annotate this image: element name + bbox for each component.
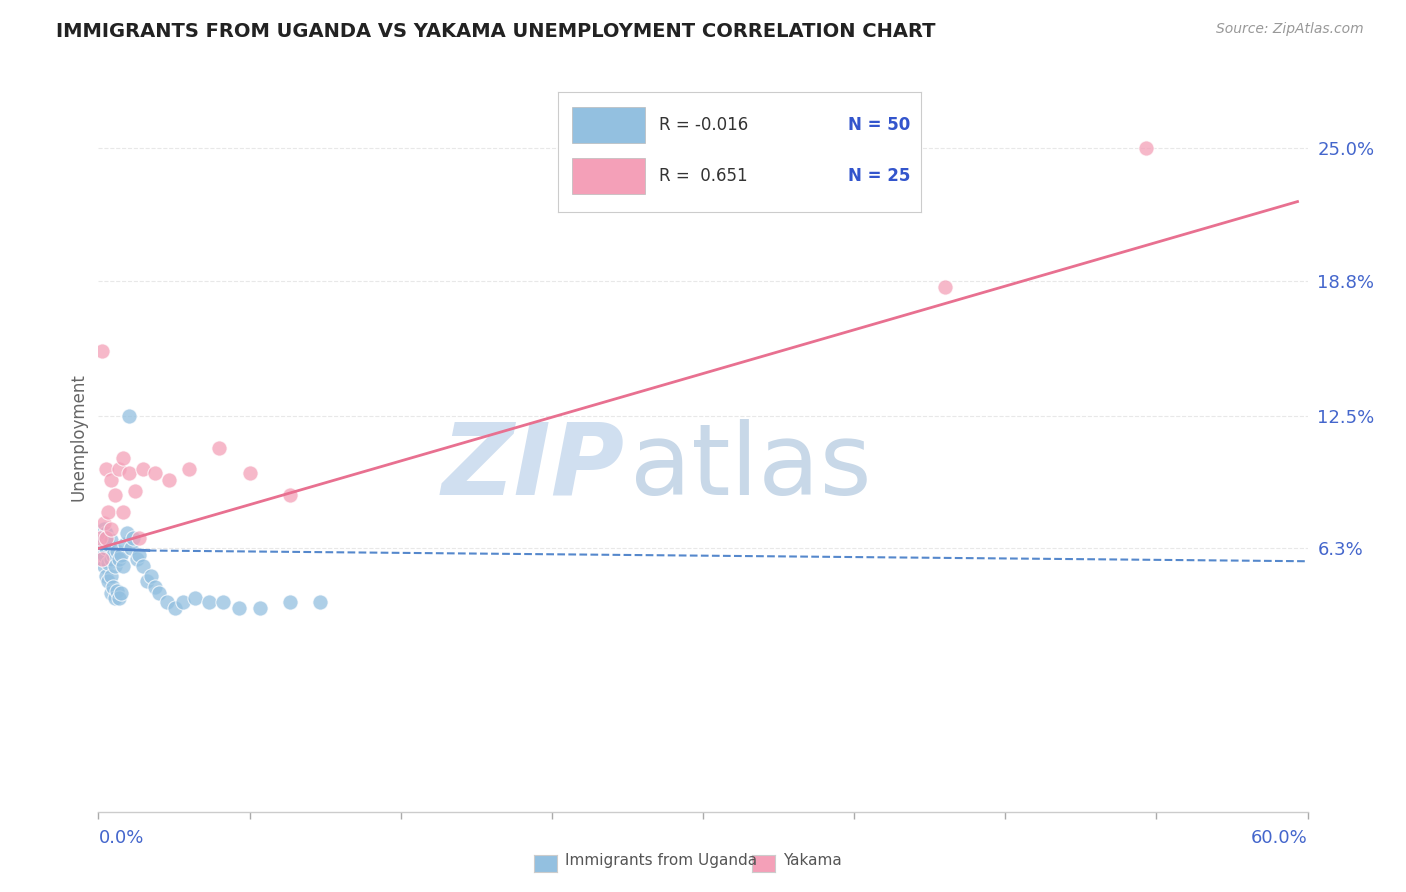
Point [89, 543, 111, 558]
Point [163, 601, 186, 615]
Point [97, 505, 120, 519]
Point [105, 584, 128, 599]
Point [103, 488, 125, 502]
Point [107, 552, 129, 566]
Point [111, 558, 134, 573]
Point [148, 586, 170, 600]
Point [96, 462, 118, 476]
Point [91, 552, 114, 566]
Text: Immigrants from Uganda: Immigrants from Uganda [565, 854, 758, 868]
Point [132, 558, 155, 573]
Point [97, 557, 120, 571]
Text: IMMIGRANTS FROM UGANDA VS YAKAMA UNEMPLOYMENT CORRELATION CHART: IMMIGRANTS FROM UGANDA VS YAKAMA UNEMPLO… [56, 22, 936, 41]
Point [101, 548, 124, 562]
Point [118, 467, 141, 481]
Y-axis label: Unemployment: Unemployment [69, 373, 87, 501]
Point [111, 505, 134, 519]
Point [100, 552, 122, 566]
Point [249, 601, 271, 615]
Point [172, 595, 194, 609]
Point [100, 569, 122, 583]
Point [100, 473, 122, 487]
Point [93, 558, 115, 573]
Point [128, 548, 150, 562]
Point [125, 552, 148, 566]
Point [212, 595, 235, 609]
Point [110, 548, 132, 562]
Point [96, 526, 118, 541]
Point [120, 541, 142, 556]
Point [309, 595, 332, 609]
Point [96, 569, 118, 583]
Point [228, 601, 250, 615]
Point [115, 526, 138, 541]
Point [198, 595, 221, 609]
Point [184, 591, 207, 605]
Point [111, 451, 134, 466]
Point [93, 522, 115, 536]
Text: 0.0%: 0.0% [98, 829, 143, 847]
Point [107, 462, 129, 476]
Point [105, 543, 128, 558]
Point [239, 467, 262, 481]
Point [93, 531, 115, 545]
Point [97, 537, 120, 551]
Point [157, 473, 180, 487]
Point [100, 533, 122, 547]
Point [91, 552, 114, 566]
Point [91, 537, 114, 551]
Text: ZIP: ZIP [441, 418, 624, 516]
Point [118, 409, 141, 423]
Point [93, 548, 115, 562]
Point [100, 522, 122, 536]
Point [107, 591, 129, 605]
Point [139, 569, 162, 583]
Point [156, 595, 179, 609]
Point [103, 558, 125, 573]
Point [100, 586, 122, 600]
Point [179, 462, 201, 476]
Text: Source: ZipAtlas.com: Source: ZipAtlas.com [1216, 22, 1364, 37]
Point [121, 531, 143, 545]
Point [278, 488, 301, 502]
Point [93, 516, 115, 530]
Point [96, 531, 118, 545]
Point [89, 531, 111, 545]
Point [278, 595, 301, 609]
Point [1135, 141, 1157, 155]
Point [132, 462, 155, 476]
Point [97, 574, 120, 588]
Point [208, 441, 231, 455]
Point [96, 541, 118, 556]
Point [143, 580, 166, 594]
Point [135, 574, 157, 588]
Point [143, 467, 166, 481]
Point [91, 344, 114, 359]
Point [114, 537, 136, 551]
Point [128, 531, 150, 545]
Point [124, 483, 146, 498]
Text: 60.0%: 60.0% [1251, 829, 1308, 847]
Point [110, 586, 132, 600]
Point [934, 280, 956, 294]
Point [101, 580, 124, 594]
Text: atlas: atlas [630, 418, 872, 516]
Point [103, 591, 125, 605]
Text: Yakama: Yakama [783, 854, 842, 868]
